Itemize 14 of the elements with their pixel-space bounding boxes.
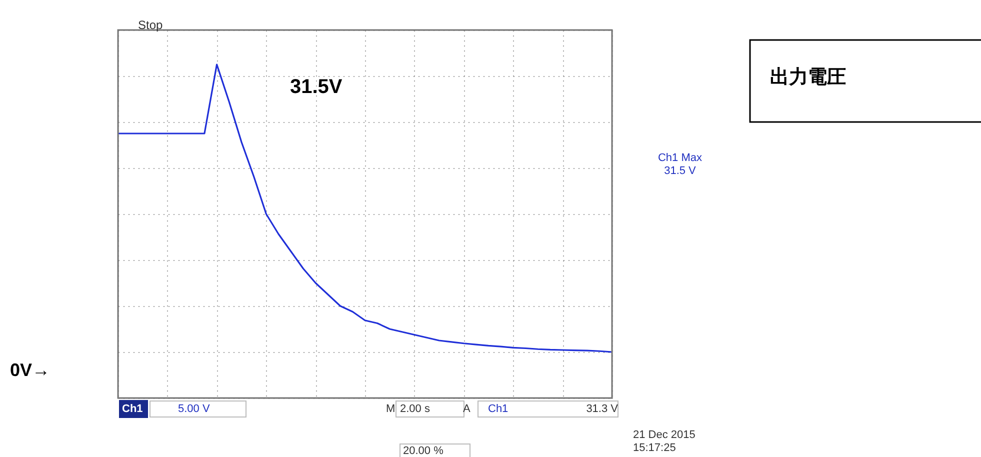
text: 31.3 V bbox=[586, 403, 619, 415]
text: 出力電圧 bbox=[770, 66, 846, 88]
annotation: 31.5V bbox=[290, 76, 343, 98]
text: Ch1 bbox=[122, 403, 143, 415]
text: 21 Dec 2015 15:17:25 bbox=[633, 429, 696, 454]
text: A bbox=[463, 403, 471, 415]
text: Stop bbox=[138, 18, 164, 32]
text: 5.00 V bbox=[178, 403, 210, 415]
text: Ch1 bbox=[488, 403, 508, 415]
text: 2.00 s bbox=[400, 403, 430, 415]
text: M bbox=[386, 403, 396, 415]
text: Ch1 Max 31.5 V bbox=[658, 152, 702, 177]
text: 20.00 % bbox=[403, 445, 444, 457]
text: 0V→ bbox=[10, 360, 50, 380]
